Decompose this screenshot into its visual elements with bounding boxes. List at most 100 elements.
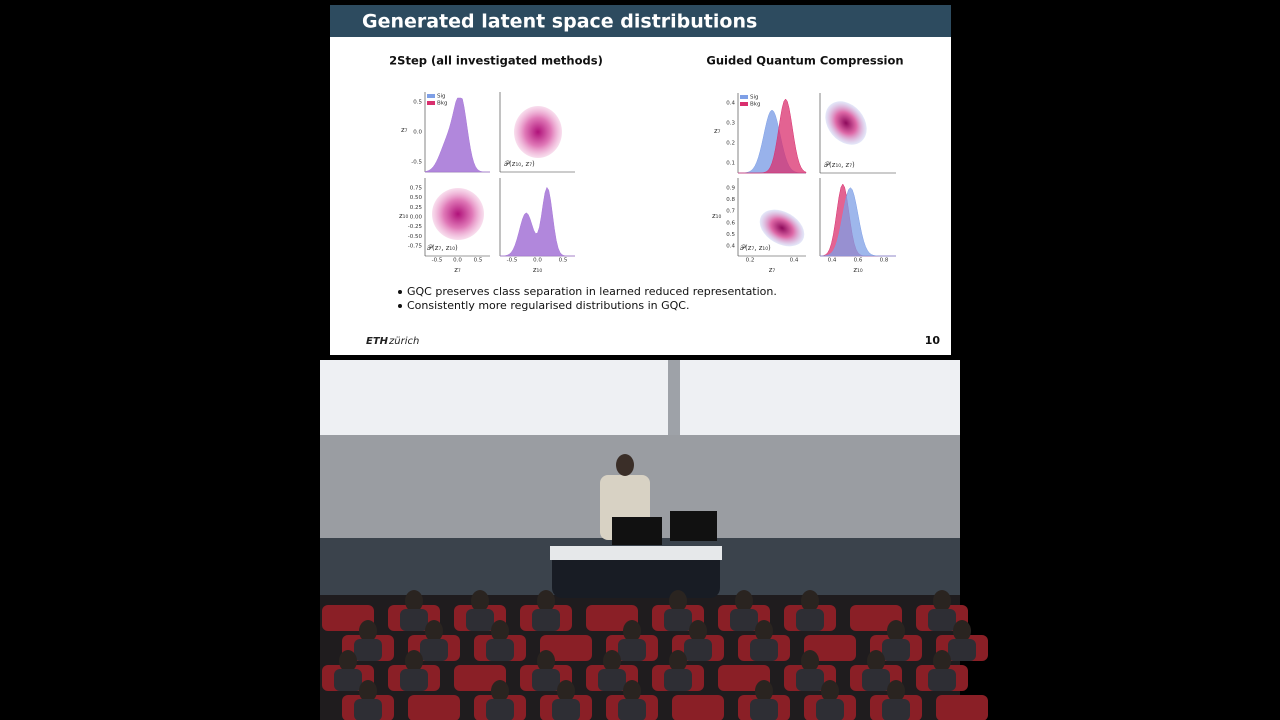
x-axis-label: z₇ bbox=[769, 266, 776, 274]
y-tick-label: 0.00 bbox=[410, 215, 423, 221]
x-tick-label: 0.4 bbox=[790, 258, 799, 264]
audience-body bbox=[400, 609, 428, 631]
audience-body bbox=[486, 639, 514, 661]
y-axis-label: z₇ bbox=[714, 127, 721, 135]
kde-label: 𝒫(z₇, z₁₀) bbox=[740, 244, 771, 252]
monitor bbox=[612, 517, 662, 545]
histogram bbox=[424, 97, 491, 173]
x-tick-label: 0.2 bbox=[746, 258, 755, 264]
bullet-dot bbox=[398, 290, 402, 294]
kde-label: 𝒫(z₁₀, z₇) bbox=[824, 161, 855, 169]
y-tick-label: 0.25 bbox=[410, 205, 423, 211]
audience-head bbox=[425, 620, 443, 642]
y-axis-label: z₇ bbox=[401, 126, 408, 134]
lecture-video bbox=[320, 360, 988, 720]
kde-label: 𝒫(z₁₀, z₇) bbox=[504, 160, 535, 168]
y-tick-label: 0.0 bbox=[413, 130, 422, 136]
audience-head bbox=[933, 590, 951, 612]
y-tick-label: 0.6 bbox=[726, 220, 735, 226]
audience-head bbox=[755, 620, 773, 642]
y-tick-label: 0.2 bbox=[726, 141, 735, 147]
audience-head bbox=[623, 620, 641, 642]
bullet-dot bbox=[398, 304, 402, 308]
x-tick-label: 0.5 bbox=[559, 258, 568, 264]
audience-body bbox=[796, 669, 824, 691]
audience-head bbox=[887, 680, 905, 702]
title-bar bbox=[330, 5, 951, 37]
audience-head bbox=[801, 590, 819, 612]
audience-body bbox=[928, 609, 956, 631]
audience-head bbox=[537, 650, 555, 672]
audience-head bbox=[887, 620, 905, 642]
x-tick-label: -0.5 bbox=[507, 258, 518, 264]
seat bbox=[672, 695, 724, 720]
legend-label: Bkg bbox=[750, 102, 760, 108]
screen-area bbox=[320, 360, 960, 436]
x-axis-label: z₁₀ bbox=[533, 266, 542, 274]
kde bbox=[514, 106, 562, 158]
audience-body bbox=[618, 699, 646, 720]
monitor bbox=[670, 511, 717, 541]
panel-title: 2Step (all investigated methods) bbox=[389, 54, 603, 68]
seat bbox=[408, 695, 460, 720]
y-tick-label: 0.50 bbox=[410, 195, 423, 201]
audience-body bbox=[598, 669, 626, 691]
audience-head bbox=[491, 680, 509, 702]
panel-title: Guided Quantum Compression bbox=[706, 54, 903, 68]
audience-head bbox=[735, 590, 753, 612]
audience-body bbox=[354, 639, 382, 661]
slide bbox=[330, 5, 951, 355]
histogram bbox=[499, 186, 575, 257]
audience-head bbox=[557, 680, 575, 702]
audience-body bbox=[928, 669, 956, 691]
audience-head bbox=[603, 650, 621, 672]
bullet-text: Consistently more regularised distributi… bbox=[407, 299, 689, 312]
bullet-text: GQC preserves class separation in learne… bbox=[407, 285, 777, 298]
x-tick-label: 0.0 bbox=[533, 258, 542, 264]
histogram bbox=[738, 98, 807, 174]
audience-head bbox=[623, 680, 641, 702]
audience-head bbox=[491, 620, 509, 642]
audience-body bbox=[882, 639, 910, 661]
audience-head bbox=[821, 680, 839, 702]
audience-head bbox=[359, 620, 377, 642]
x-axis-label: z₇ bbox=[454, 266, 461, 274]
x-tick-label: -0.5 bbox=[432, 258, 443, 264]
speaker-head bbox=[616, 454, 634, 476]
audience-body bbox=[552, 699, 580, 720]
audience-head bbox=[405, 650, 423, 672]
seat bbox=[936, 695, 988, 720]
audience-body bbox=[486, 699, 514, 720]
y-tick-label: 0.4 bbox=[726, 244, 735, 250]
x-axis-label: z₁₀ bbox=[853, 266, 862, 274]
podium bbox=[552, 548, 720, 598]
audience-head bbox=[669, 590, 687, 612]
audience-body bbox=[664, 669, 692, 691]
audience-head bbox=[801, 650, 819, 672]
audience-body bbox=[862, 669, 890, 691]
audience-head bbox=[405, 590, 423, 612]
audience-body bbox=[730, 609, 758, 631]
audience-body bbox=[420, 639, 448, 661]
y-tick-label: -0.5 bbox=[411, 160, 422, 166]
histogram bbox=[819, 187, 896, 257]
audience-body bbox=[796, 609, 824, 631]
x-tick-label: 0.8 bbox=[880, 258, 889, 264]
audience-head bbox=[867, 650, 885, 672]
legend-swatch bbox=[427, 94, 435, 98]
audience-head bbox=[537, 590, 555, 612]
page-number: 10 bbox=[925, 334, 941, 347]
x-tick-label: 0.4 bbox=[828, 258, 837, 264]
y-tick-label: 0.5 bbox=[726, 232, 735, 238]
podium-top bbox=[550, 546, 722, 560]
legend-swatch bbox=[740, 102, 748, 106]
kde bbox=[759, 209, 805, 247]
legend-swatch bbox=[427, 101, 435, 105]
y-tick-label: 0.4 bbox=[726, 101, 735, 107]
audience-body bbox=[948, 639, 976, 661]
audience-body bbox=[618, 639, 646, 661]
y-tick-label: 0.1 bbox=[726, 161, 735, 167]
y-tick-label: 0.7 bbox=[726, 209, 735, 215]
